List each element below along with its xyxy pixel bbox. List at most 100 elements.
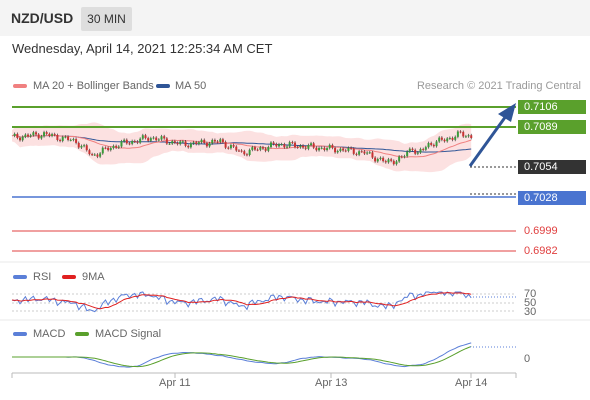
chart-datetime: Wednesday, April 14, 2021 12:25:34 AM CE… (12, 41, 273, 56)
candle-body (189, 143, 192, 148)
x-axis-label-apr13: Apr 13 (315, 377, 348, 389)
candle-body (422, 149, 425, 151)
candle-body (85, 145, 88, 151)
last-price-badge: 0.7054 (518, 160, 586, 174)
candle-body (101, 147, 104, 154)
candle-body (264, 148, 267, 151)
candle-body (261, 147, 264, 149)
candle-body (61, 136, 64, 141)
candle-body (358, 151, 361, 155)
candle-body (443, 139, 446, 142)
candle-body (398, 156, 401, 162)
candle-body (304, 147, 307, 149)
candle-body (456, 131, 459, 137)
macd-panel (12, 342, 516, 368)
candle-body (93, 154, 96, 156)
ma50-path (11, 134, 472, 153)
resistance-1-badge: 0.7089 (518, 120, 586, 134)
forecast-arrow-shaft (468, 115, 508, 167)
candle-body (430, 143, 433, 145)
candle-body (310, 143, 313, 146)
candle-body (374, 157, 377, 162)
macd-legend-label: MACD (33, 328, 66, 340)
candle-body (216, 141, 219, 143)
candle-body (470, 135, 473, 138)
candle-body (259, 147, 262, 150)
candle-body (382, 157, 385, 162)
candle-body (448, 137, 451, 139)
candle-body (347, 147, 350, 151)
candle-body (109, 148, 112, 151)
timeframe-button[interactable]: 30 MIN (81, 7, 132, 31)
candle-body (307, 145, 310, 149)
candle-body (384, 161, 387, 163)
rsi-panel (11, 291, 516, 313)
candle-body (299, 145, 302, 148)
copyright-notice: Research © 2021 Trading Central (416, 80, 581, 92)
candle-body (315, 147, 318, 151)
candle-body (462, 131, 465, 137)
candle-body (454, 136, 457, 140)
candle-body (48, 133, 51, 136)
candle-body (336, 150, 339, 153)
candle-body (163, 136, 166, 139)
header-bar: NZD/USD 30 MIN (0, 0, 590, 36)
macd-signal-legend-label: MACD Signal (95, 328, 162, 340)
ma50-legend-label: MA 50 (175, 80, 207, 92)
candle-body (88, 150, 91, 155)
candle-body (24, 134, 27, 137)
candle-body (288, 142, 291, 147)
candle-body (334, 147, 337, 153)
rsi-legend-label: RSI (33, 271, 52, 283)
candle-body (45, 132, 48, 134)
candle-body (152, 137, 155, 139)
candle-body (19, 137, 22, 141)
candle-body (419, 149, 422, 153)
candle-body (21, 136, 24, 141)
candle-body (251, 147, 254, 150)
candle-body (414, 149, 417, 154)
level-lines (12, 106, 516, 252)
candle-body (64, 136, 67, 138)
candle-body (72, 139, 75, 141)
candle-body (432, 144, 435, 147)
candle-body (352, 148, 355, 154)
candle-body (213, 139, 216, 142)
candle-body (326, 148, 329, 151)
resistance-2-badge: 0.7106 (518, 100, 586, 114)
candle-body (91, 154, 94, 156)
candle-body (275, 144, 278, 147)
forecast-arrow (468, 103, 516, 167)
candle-body (440, 137, 443, 140)
candle-body (411, 148, 414, 150)
rsi-legend-swatch (13, 275, 27, 279)
candle-body (328, 144, 331, 149)
candle-body (291, 142, 294, 144)
candle-body (294, 142, 297, 148)
candle-body (205, 143, 208, 147)
ma20-path (11, 134, 472, 158)
rsi-scale-30: 30 (524, 306, 537, 318)
candle-body (240, 150, 243, 152)
candle-body (451, 137, 454, 140)
candle-body (43, 132, 46, 137)
ma20-legend-label: MA 20 + Bollinger Bands (33, 80, 154, 92)
candle-body (181, 141, 184, 143)
candle-body (408, 148, 411, 152)
candle-body (29, 135, 32, 137)
candle-body (283, 144, 286, 148)
candle-body (147, 138, 150, 141)
candle-body (403, 156, 406, 158)
candle-body (235, 146, 238, 151)
candle-body (278, 144, 280, 147)
candle-body (104, 147, 107, 149)
candle-body (35, 132, 38, 135)
macd-legend-swatch (13, 332, 27, 336)
candle-body (56, 135, 59, 141)
candle-body (267, 147, 270, 151)
candle-body (149, 138, 152, 141)
macd-line (12, 342, 472, 368)
currency-pair-title: NZD/USD (11, 10, 74, 26)
candle-body (184, 141, 187, 146)
